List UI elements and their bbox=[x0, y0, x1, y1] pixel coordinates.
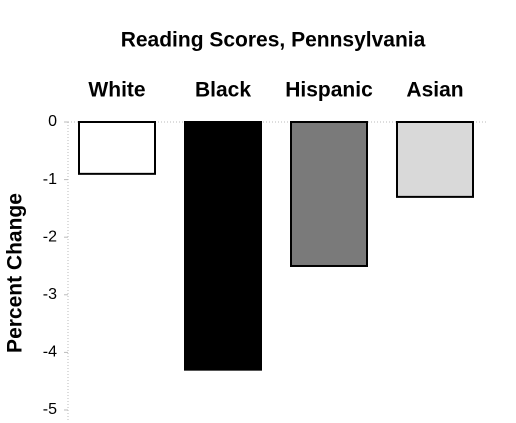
chart-title: Reading Scores, Pennsylvania bbox=[121, 29, 426, 52]
category-label: Asian bbox=[406, 79, 463, 102]
bar bbox=[184, 121, 262, 371]
y-tick-label: -3 bbox=[43, 286, 57, 303]
category-label: Black bbox=[195, 79, 251, 102]
bar bbox=[396, 121, 474, 198]
y-tick-label: -2 bbox=[43, 228, 57, 245]
y-tick-label: -1 bbox=[43, 171, 57, 188]
y-tick-label: 0 bbox=[48, 113, 57, 130]
bar bbox=[78, 121, 156, 175]
y-tick-label: -5 bbox=[43, 401, 57, 418]
category-label: Hispanic bbox=[285, 79, 373, 102]
bar bbox=[290, 121, 368, 267]
y-tick-label: -4 bbox=[43, 344, 57, 361]
y-axis-label: Percent Change bbox=[4, 193, 27, 353]
category-label: White bbox=[88, 79, 145, 102]
